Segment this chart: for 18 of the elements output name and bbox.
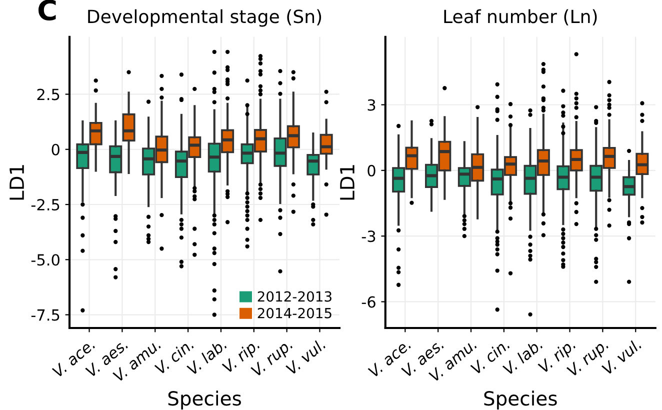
chart-title: Developmental stage (Sn) — [88, 9, 322, 27]
y-tick-label: -5.0 — [31, 254, 60, 266]
legend-label: 2012-2013 — [258, 291, 332, 302]
y-axis-title: LD1 — [340, 165, 354, 200]
text: C — [38, 0, 56, 21]
legend-label: 2014-2015 — [258, 308, 332, 318]
y-tick-label: 0 — [368, 164, 376, 176]
y-tick-label: 3 — [368, 99, 376, 111]
x-axis-title: Species — [168, 390, 241, 410]
y-tick-label: -2.5 — [31, 198, 60, 211]
x-axis-title: Species — [484, 390, 557, 410]
y-tick-label: -6 — [362, 296, 376, 308]
y-tick-label: 2.5 — [37, 88, 60, 100]
y-tick-label: 0 — [52, 144, 60, 156]
y-tick-label: -3 — [362, 230, 376, 242]
y-tick-label: -7.5 — [31, 309, 60, 321]
y-axis-title: LD1 — [10, 165, 24, 200]
chart-title: Leaf number (Ln) — [444, 9, 597, 26]
